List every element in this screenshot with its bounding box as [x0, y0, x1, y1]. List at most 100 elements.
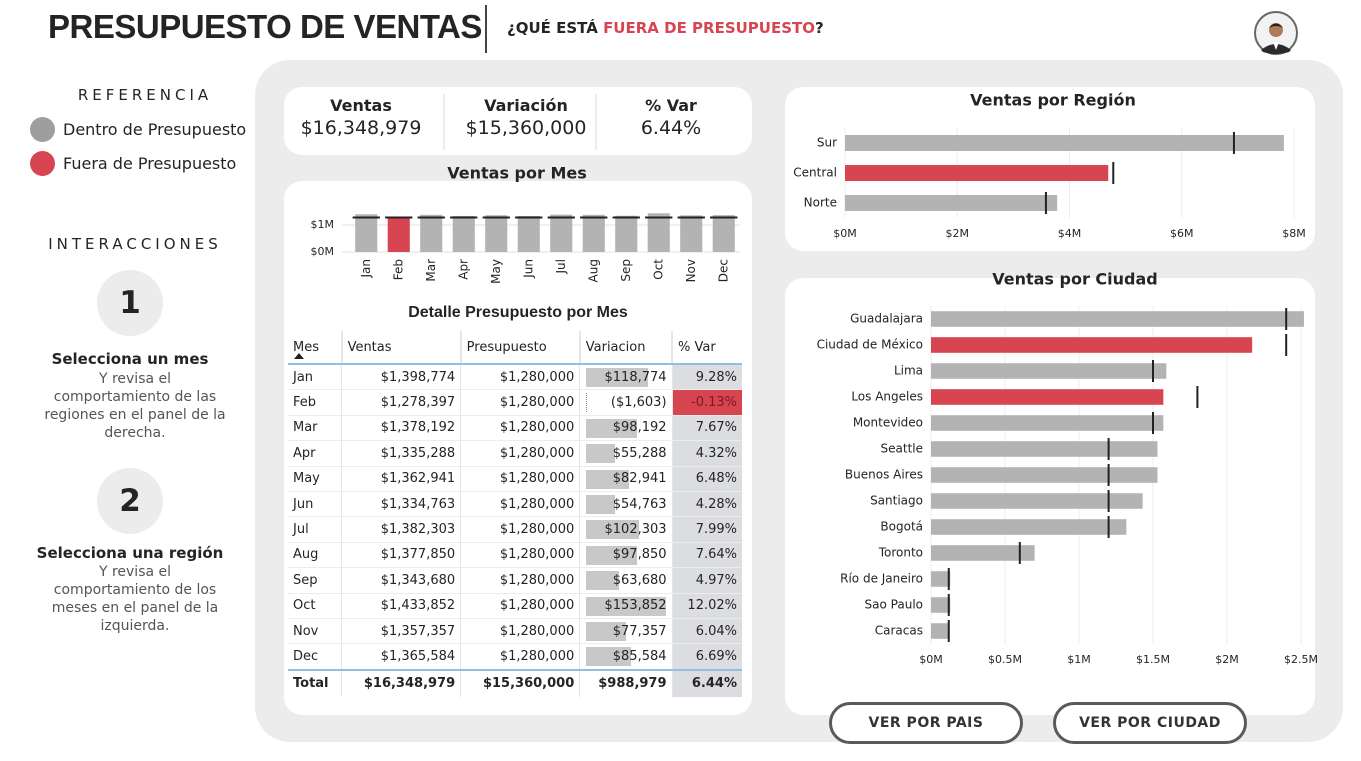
- y-tick-label: Guadalajara: [850, 312, 923, 326]
- table-cell: $1,278,397: [341, 389, 461, 416]
- table-row: Feb $1,278,397 $1,280,000 ($1,603) -0.13%: [288, 389, 742, 416]
- chart-title: Ventas por Ciudad: [992, 270, 1158, 289]
- bar: [845, 165, 1109, 181]
- data-bar: [586, 545, 638, 565]
- bar: [931, 467, 1158, 483]
- table-cell: $153,852: [579, 593, 673, 619]
- x-tick-label: Jun: [521, 259, 535, 279]
- y-tick-label: Sao Paulo: [865, 598, 923, 612]
- bar: [647, 213, 670, 252]
- table-cell: Apr: [288, 440, 342, 467]
- bar: [931, 493, 1143, 509]
- y-tick-label: Norte: [804, 196, 837, 210]
- table-cell: $102,303: [579, 516, 673, 543]
- cell-text: $118,774: [604, 369, 667, 385]
- table-cell: $1,335,288: [341, 440, 461, 467]
- y-tick-label: Santiago: [870, 494, 923, 508]
- cell-text: $153,852: [604, 598, 667, 614]
- legend-label: Dentro de Presupuesto: [63, 120, 247, 139]
- data-bar: [586, 418, 638, 438]
- bar: [845, 135, 1284, 151]
- table-cell: 7.67%: [671, 415, 742, 442]
- x-tick-label: $0.5M: [988, 653, 1022, 666]
- table-cell: Jan: [288, 364, 342, 391]
- x-tick-label: Aug: [586, 259, 600, 282]
- y-tick-label: Ciudad de México: [817, 338, 923, 352]
- table-cell: $1,343,680: [341, 567, 461, 594]
- table-cell: Aug: [288, 542, 342, 569]
- table-cell: $1,280,000: [460, 593, 580, 619]
- table-cell: $118,774: [579, 364, 673, 391]
- y-tick-label: Montevideo: [853, 416, 923, 430]
- y-tick-label: $0M: [311, 245, 335, 258]
- chart-title: Ventas por Región: [970, 91, 1136, 110]
- data-bar: [586, 571, 620, 591]
- kpi: Variación $15,360,000: [451, 96, 601, 139]
- table-cell: $1,280,000: [460, 389, 580, 416]
- table-cell: $97,850: [579, 542, 673, 569]
- kpi: Ventas $16,348,979: [286, 96, 436, 139]
- table-row: Jan $1,398,774 $1,280,000 $118,774 9.28%: [288, 364, 742, 391]
- bar: [680, 215, 703, 252]
- table-cell: 4.32%: [671, 440, 742, 467]
- table-cell: $1,378,192: [341, 415, 461, 442]
- kpi-label: Ventas: [330, 96, 392, 115]
- y-tick-label: Bogotá: [880, 520, 923, 534]
- chart-title: Ventas por Mes: [447, 164, 587, 183]
- column-header: % Var: [671, 331, 742, 365]
- table-cell: Jul: [288, 516, 342, 543]
- bar: [931, 363, 1167, 379]
- table-row: Jul $1,382,303 $1,280,000 $102,303 7.99%: [288, 516, 742, 543]
- table-row: Nov $1,357,357 $1,280,000 $77,357 6.04%: [288, 618, 742, 645]
- table-row: Aug $1,377,850 $1,280,000 $97,850 7.64%: [288, 542, 742, 569]
- bar: [452, 215, 475, 252]
- data-bar: [586, 368, 648, 387]
- table-row: Jun $1,334,763 $1,280,000 $54,763 4.28%: [288, 491, 742, 518]
- city-button[interactable]: VER POR CIUDAD: [1053, 702, 1247, 744]
- cell-text: $54,763: [612, 496, 667, 512]
- data-bar: [586, 393, 588, 413]
- cell-text: $63,680: [612, 572, 667, 588]
- table-cell: $63,680: [579, 567, 673, 594]
- cell-text: ($1,603): [610, 395, 667, 411]
- bar: [582, 214, 605, 252]
- table-row: Sep $1,343,680 $1,280,000 $63,680 4.97%: [288, 567, 742, 594]
- step-number: 2: [97, 468, 163, 534]
- table-cell: $1,357,357: [341, 618, 461, 645]
- bar: [712, 215, 735, 252]
- bar: [420, 214, 443, 252]
- page-subtitle: ¿QUÉ ESTÁ FUERA DE PRESUPUESTO?: [507, 19, 824, 37]
- table-cell: 9.28%: [671, 364, 742, 391]
- bar: [931, 441, 1158, 457]
- kpi-label: Variación: [484, 96, 568, 115]
- cell-text: $82,941: [612, 471, 667, 487]
- step-number: 1: [97, 270, 163, 336]
- table-cell: 4.97%: [671, 567, 742, 594]
- y-tick-label: Río de Janeiro: [840, 572, 923, 586]
- column-header: Variacion: [578, 331, 673, 365]
- bar: [931, 519, 1127, 535]
- x-tick-label: $4M: [1058, 227, 1082, 240]
- data-bar: [586, 494, 615, 514]
- table-cell: 12.02%: [671, 593, 742, 619]
- data-bar: [586, 647, 631, 667]
- subtitle-highlight: FUERA DE PRESUPUESTO: [603, 19, 816, 37]
- bar: [517, 215, 540, 252]
- kpi-value: $15,360,000: [465, 117, 587, 139]
- budget-table: Mes Ventas Presupuesto Variacion% Var Jan $1,…: [288, 331, 742, 697]
- table-cell: $55,288: [579, 440, 673, 467]
- table-row: Apr $1,335,288 $1,280,000 $55,288 4.32%: [288, 440, 742, 467]
- total-cell: 6.44%: [671, 668, 742, 697]
- table-cell: $1,280,000: [460, 491, 580, 518]
- x-tick-label: $2M: [1215, 653, 1239, 666]
- y-tick-label: Lima: [894, 364, 923, 378]
- legend-swatch: [30, 151, 55, 176]
- bar: [931, 597, 951, 613]
- country-button[interactable]: VER POR PAIS: [829, 702, 1023, 744]
- y-tick-label: $1M: [311, 218, 335, 231]
- bar: [931, 337, 1253, 353]
- table-cell: $1,280,000: [460, 415, 580, 442]
- step-text: Y revisa el comportamiento de los meses …: [51, 564, 219, 634]
